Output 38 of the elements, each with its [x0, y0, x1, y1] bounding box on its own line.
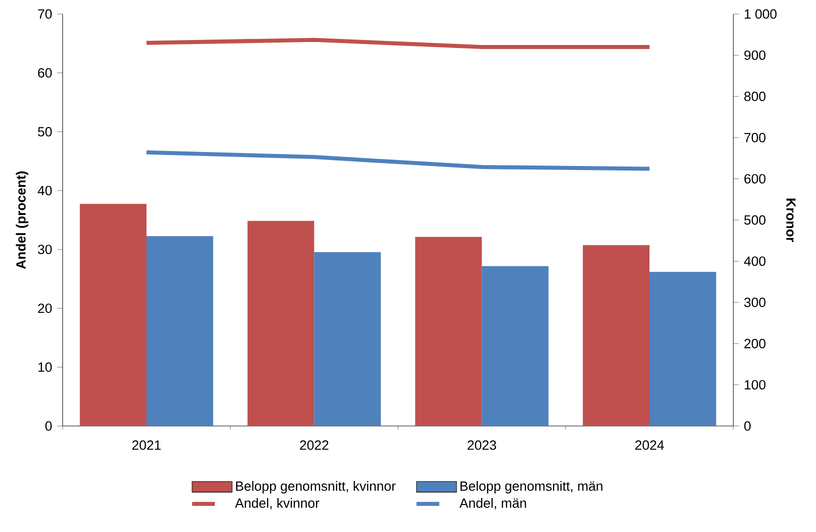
y2-tick-label: 100 — [744, 380, 766, 390]
bar — [146, 236, 214, 426]
y-tick-label: 60 — [38, 68, 52, 78]
bar — [80, 204, 147, 426]
bar — [415, 236, 482, 426]
bar — [582, 245, 650, 426]
legend-label: Andel, kvinnor — [235, 498, 320, 510]
legend-label: Belopp genomsnitt, män — [460, 481, 602, 494]
bar — [482, 266, 549, 426]
bar — [314, 252, 381, 426]
y2-tick-label: 900 — [744, 50, 766, 60]
legend-label: Andel, män — [459, 498, 526, 510]
x-tick-label: 2023 — [468, 440, 496, 450]
y-tick-label: 30 — [38, 244, 52, 254]
y2-tick-label: 1 000 — [744, 9, 777, 19]
bar — [650, 272, 716, 426]
y2-tick-label: 0 — [744, 421, 751, 431]
x-tick-label: 2022 — [300, 440, 328, 450]
x-tick-label: 2024 — [635, 440, 664, 450]
y-tick-label: 50 — [38, 127, 52, 136]
y2-tick-label: 400 — [744, 256, 766, 266]
y2-tick-label: 600 — [744, 174, 766, 184]
y2-tick-label: 800 — [744, 92, 766, 102]
x-tick-label: 2021 — [132, 440, 161, 450]
y-tick-label: 20 — [38, 304, 52, 313]
y2-tick-label: 700 — [744, 132, 766, 142]
legend-label: Belopp genomsnitt, kvinnor — [236, 481, 396, 494]
y-tick-label: 10 — [38, 362, 52, 372]
line-series — [144, 150, 652, 171]
y-tick-label: 0 — [45, 421, 52, 431]
y2-tick-label: 300 — [744, 298, 766, 308]
y2-axis-title: Kronor — [786, 198, 796, 242]
y-axis-title: Andel (procent) — [16, 171, 28, 269]
bar — [248, 220, 314, 426]
y2-tick-label: 500 — [744, 215, 766, 225]
y2-tick-label: 200 — [744, 338, 766, 348]
y-tick-label: 40 — [38, 186, 52, 196]
y-tick-label: 70 — [38, 9, 52, 19]
